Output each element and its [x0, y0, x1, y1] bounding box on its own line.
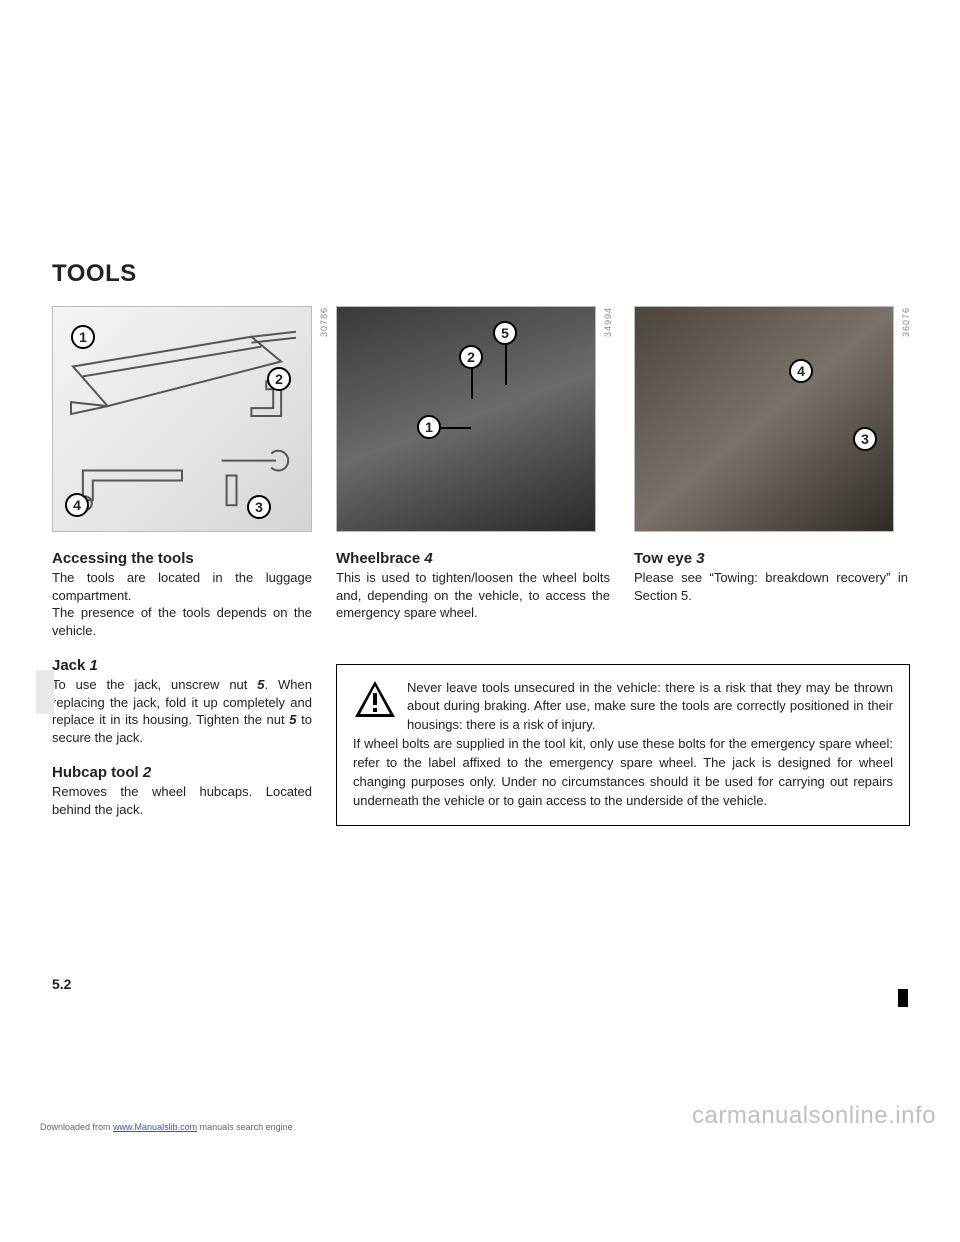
warning-box: Never leave tools unsecured in the vehic… — [336, 664, 910, 826]
figure-id-2: 34994 — [603, 307, 613, 337]
callout-1b: 1 — [417, 415, 441, 439]
warning-text: Never leave tools unsecured in the vehic… — [353, 680, 893, 808]
text-accessing-1: The tools are located in the luggage com… — [52, 570, 312, 603]
text-wheelbrace: This is used to tighten/loosen the wheel… — [336, 569, 610, 622]
callout-1: 1 — [71, 325, 95, 349]
figure-wheelbrace-photo: 34994 5 2 1 — [336, 306, 596, 532]
page-number: 5.2 — [52, 976, 71, 992]
corner-marker — [898, 989, 908, 1007]
text-jack-a: To use the jack, unscrew nut — [52, 677, 257, 692]
text-jack-d: 5 — [289, 712, 296, 727]
side-tab — [36, 670, 54, 714]
heading-toweye-label: Tow eye — [634, 550, 696, 567]
callout-line — [471, 369, 473, 399]
heading-wheelbrace: Wheelbrace 4 — [336, 550, 610, 567]
column-3: 36076 4 3 Tow eye 3 Please see “Towing: … — [634, 306, 908, 634]
text-jack-b: 5 — [257, 677, 264, 692]
watermark: carmanualsonline.info — [692, 1102, 936, 1130]
heading-toweye: Tow eye 3 — [634, 550, 908, 567]
heading-jack-num: 1 — [90, 657, 98, 674]
footer-prefix: Downloaded from — [40, 1122, 113, 1132]
page-title: TOOLS — [52, 260, 908, 288]
callout-line — [505, 345, 507, 385]
callout-2b: 2 — [459, 345, 483, 369]
heading-hubcap-label: Hubcap tool — [52, 764, 143, 781]
footer-suffix: manuals search engine — [197, 1122, 293, 1132]
heading-hubcap: Hubcap tool 2 — [52, 764, 312, 781]
warning-triangle-icon — [353, 679, 397, 719]
figure-id-3: 36076 — [901, 307, 911, 337]
callout-3: 3 — [247, 495, 271, 519]
heading-accessing: Accessing the tools — [52, 550, 312, 567]
callout-line — [441, 427, 471, 429]
heading-hubcap-num: 2 — [143, 764, 151, 781]
download-footer: Downloaded from www.Manualslib.com manua… — [40, 1122, 293, 1132]
callout-2: 2 — [267, 367, 291, 391]
text-accessing-2: The presence of the tools depends on the… — [52, 605, 312, 638]
heading-toweye-num: 3 — [696, 550, 704, 567]
right-columns-row: 34994 5 2 1 Wheelbrace 4 This is used to… — [336, 306, 910, 634]
column-2: 34994 5 2 1 Wheelbrace 4 This is used to… — [336, 306, 610, 634]
text-hubcap: Removes the wheel hubcaps. Located behin… — [52, 783, 312, 818]
figure-toweye-photo: 36076 4 3 — [634, 306, 894, 532]
heading-wheelbrace-label: Wheelbrace — [336, 550, 424, 567]
right-columns-wrap: 34994 5 2 1 Wheelbrace 4 This is used to… — [336, 306, 910, 830]
callout-4b: 4 — [789, 359, 813, 383]
text-accessing: The tools are located in the luggage com… — [52, 569, 312, 639]
text-toweye: Please see “Towing: breakdown recovery” … — [634, 569, 908, 604]
heading-jack: Jack 1 — [52, 657, 312, 674]
callout-4: 4 — [65, 493, 89, 517]
text-jack: To use the jack, unscrew nut 5. When rep… — [52, 676, 312, 746]
content-columns: 30786 1 2 3 — [52, 306, 908, 830]
figure-tools-diagram: 30786 1 2 3 — [52, 306, 312, 532]
callout-5: 5 — [493, 321, 517, 345]
callout-3b: 3 — [853, 427, 877, 451]
heading-wheelbrace-num: 4 — [424, 550, 432, 567]
footer-link[interactable]: www.Manualslib.com — [113, 1122, 197, 1132]
heading-jack-label: Jack — [52, 657, 90, 674]
column-1: 30786 1 2 3 — [52, 306, 312, 830]
figure-id: 30786 — [319, 307, 329, 337]
